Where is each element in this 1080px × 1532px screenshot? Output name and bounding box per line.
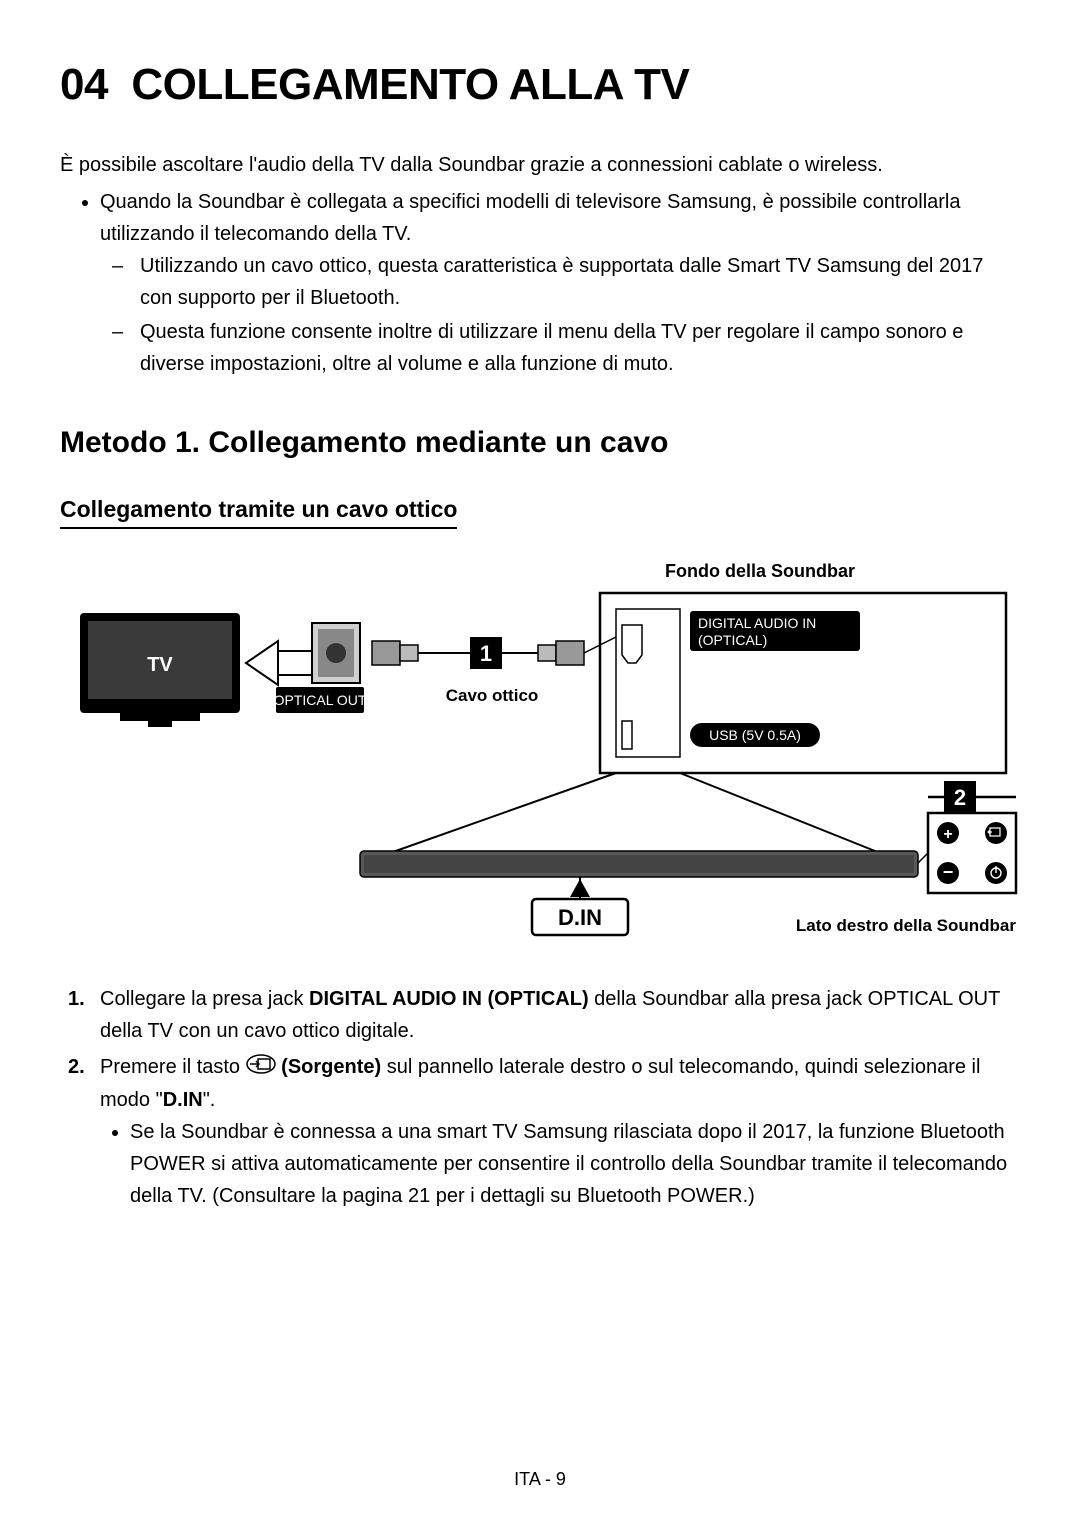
instruction-steps: Collegare la presa jack DIGITAL AUDIO IN… (100, 983, 1020, 1212)
step-bold: (Sorgente) (281, 1056, 381, 1078)
soundbar-bottom-panel: DIGITAL AUDIO IN (OPTICAL) USB (5V 0.5A) (600, 593, 1006, 773)
section-heading: Metodo 1. Collegamento mediante un cavo (60, 426, 1020, 460)
optical-out-text: OPTICAL OUT (274, 692, 367, 708)
dash-list: Utilizzando un cavo ottico, questa carat… (140, 250, 1020, 380)
bullet-item: Quando la Soundbar è collegata a specifi… (100, 186, 1020, 380)
soundbar-front (360, 851, 918, 877)
intro-text: È possibile ascoltare l'audio della TV d… (60, 150, 1020, 180)
intro-bullets: Quando la Soundbar è collegata a specifi… (100, 186, 1020, 380)
svg-text:−: − (943, 862, 954, 882)
step-text: Collegare la presa jack (100, 988, 309, 1010)
step-badge-2: 2 (928, 781, 1016, 813)
subsection-heading: Collegamento tramite un cavo ottico (60, 496, 457, 529)
step-bold: DIGITAL AUDIO IN (OPTICAL) (309, 988, 589, 1010)
dash-item: Questa funzione consente inoltre di util… (140, 316, 1020, 380)
soundbar-side-panel: + − (928, 813, 1016, 893)
page-footer: ITA - 9 (0, 1469, 1080, 1490)
digital-audio-text-1: DIGITAL AUDIO IN (698, 615, 816, 631)
title-number: 04 (60, 60, 108, 109)
digital-audio-text-2: (OPTICAL) (698, 632, 767, 648)
tv-label-text: TV (147, 654, 173, 676)
usb-label-text: USB (5V 0.5A) (709, 727, 801, 743)
step-text: Premere il tasto (100, 1056, 246, 1078)
step-text: ". (203, 1089, 216, 1111)
arrow-icon (246, 641, 312, 685)
step1-num-text: 1 (480, 641, 492, 666)
step-item: Collegare la presa jack DIGITAL AUDIO IN… (100, 983, 1020, 1047)
page-title: 04 COLLEGAMENTO ALLA TV (60, 60, 1020, 110)
step2-num-text: 2 (954, 785, 966, 810)
source-icon (246, 1052, 276, 1084)
source-button-icon (985, 822, 1007, 844)
sub-bullet-item: Se la Soundbar è connessa a una smart TV… (130, 1116, 1020, 1212)
cable-label-text: Cavo ottico (446, 686, 539, 705)
step-sub-bullets: Se la Soundbar è connessa a una smart TV… (130, 1116, 1020, 1212)
power-button-icon (985, 862, 1007, 884)
right-label-text: Lato destro della Soundbar (796, 916, 1016, 935)
svg-text:+: + (943, 826, 952, 843)
cable-plug-right (538, 641, 584, 665)
bullet-text: Quando la Soundbar è collegata a specifi… (100, 191, 961, 245)
dash-item: Utilizzando un cavo ottico, questa carat… (140, 250, 1020, 314)
connection-diagram: Fondo della Soundbar TV OPTICAL OUT (60, 553, 1018, 953)
tv-icon: TV (80, 613, 240, 727)
step-badge-1: 1 (470, 637, 502, 669)
din-callout: D.IN (532, 877, 628, 935)
optical-port-tv: OPTICAL OUT (274, 623, 367, 713)
diagram-top-label: Fondo della Soundbar (665, 561, 855, 581)
step-item: Premere il tasto (Sorgente) sul pannello… (100, 1051, 1020, 1212)
step-bold: D.IN (163, 1089, 203, 1111)
title-text: COLLEGAMENTO ALLA TV (131, 60, 689, 109)
cable-plug-left (372, 641, 418, 665)
din-label-text: D.IN (558, 905, 602, 930)
